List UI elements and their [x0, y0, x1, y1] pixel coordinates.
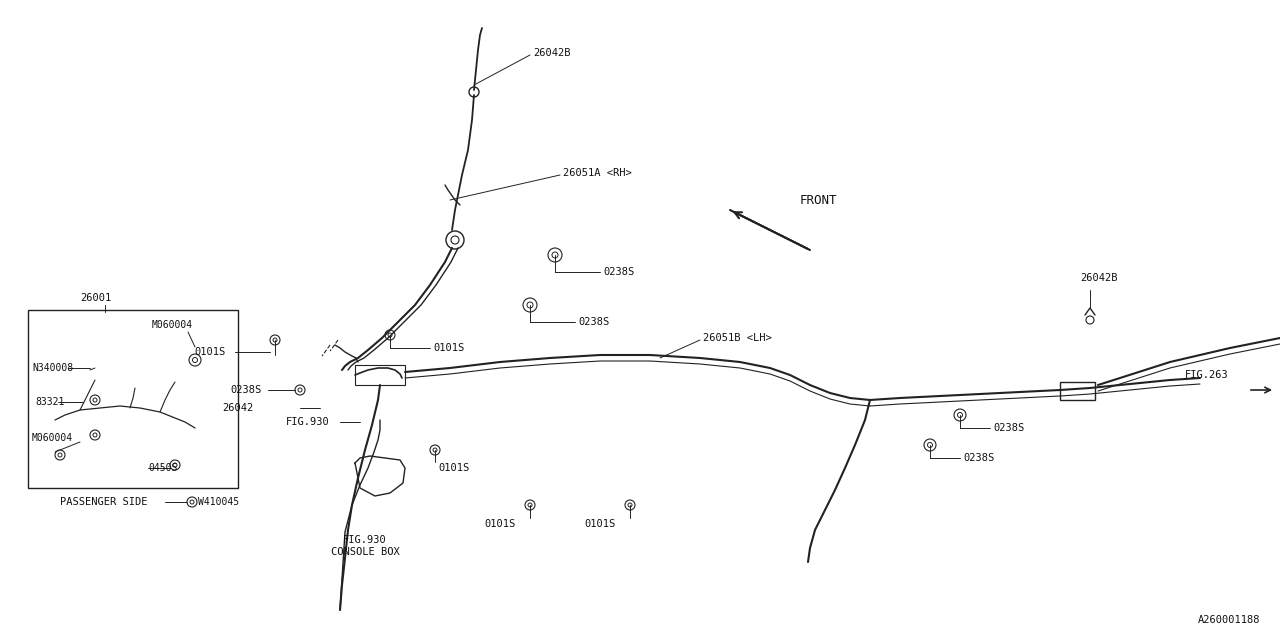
- Text: 0101S: 0101S: [433, 343, 465, 353]
- Text: 26042B: 26042B: [1080, 273, 1117, 283]
- Text: 83321: 83321: [35, 397, 64, 407]
- Text: 0101S: 0101S: [484, 519, 516, 529]
- Text: 0238S: 0238S: [603, 267, 635, 277]
- Text: FRONT: FRONT: [800, 193, 837, 207]
- Bar: [1060, 382, 1094, 400]
- Text: 0101S: 0101S: [195, 347, 225, 357]
- Text: 0101S: 0101S: [438, 463, 470, 473]
- Text: 0238S: 0238S: [993, 423, 1024, 433]
- Text: FIG.930: FIG.930: [285, 417, 330, 427]
- Bar: [28, 310, 238, 488]
- Text: N340008: N340008: [32, 363, 73, 373]
- Text: CONSOLE BOX: CONSOLE BOX: [330, 547, 399, 557]
- Bar: [355, 365, 404, 385]
- Text: FIG.263: FIG.263: [1185, 370, 1229, 380]
- Text: 26001: 26001: [79, 293, 111, 303]
- Text: 26042B: 26042B: [532, 48, 571, 58]
- Text: M060004: M060004: [32, 433, 73, 443]
- Text: A260001188: A260001188: [1198, 615, 1260, 625]
- Text: PASSENGER SIDE: PASSENGER SIDE: [60, 497, 147, 507]
- Text: 0101S: 0101S: [585, 519, 616, 529]
- Text: 0238S: 0238S: [230, 385, 261, 395]
- Text: 26042: 26042: [221, 403, 253, 413]
- Text: M060004: M060004: [152, 320, 193, 330]
- Text: FIG.930: FIG.930: [343, 535, 387, 545]
- Text: W410045: W410045: [198, 497, 239, 507]
- Text: 0238S: 0238S: [963, 453, 995, 463]
- Text: 26051A <RH>: 26051A <RH>: [563, 168, 632, 178]
- Text: 0238S: 0238S: [579, 317, 609, 327]
- Text: 26051B <LH>: 26051B <LH>: [703, 333, 772, 343]
- Text: 0450S: 0450S: [148, 463, 178, 473]
